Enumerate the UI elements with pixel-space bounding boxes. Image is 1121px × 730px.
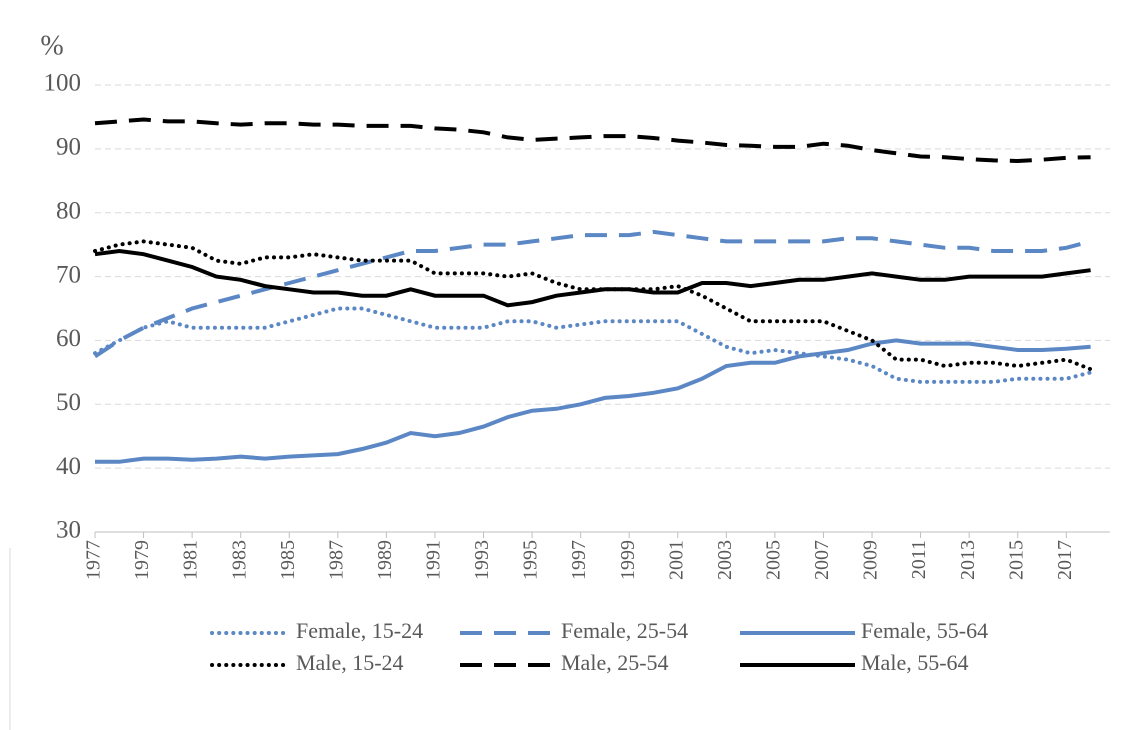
legend-label: Female, 55-64 <box>861 618 988 643</box>
x-tick-label: 1989 <box>374 540 396 580</box>
x-tick-label: 2003 <box>714 540 736 580</box>
y-tick-label: 70 <box>56 261 81 288</box>
y-tick-label: 80 <box>56 197 81 224</box>
x-tick-label: 2007 <box>811 540 833 580</box>
x-tick-label: 1999 <box>617 540 639 580</box>
x-tick-label: 1997 <box>568 540 590 580</box>
y-tick-label: 50 <box>56 389 81 416</box>
data-line <box>93 239 1093 372</box>
legend-label: Female, 15-24 <box>296 618 423 643</box>
x-tick-label: 1987 <box>325 540 347 580</box>
x-tick-label: 2009 <box>860 540 882 580</box>
x-tick-label: 1983 <box>228 540 250 580</box>
x-tick-label: 2005 <box>762 540 784 580</box>
data-line <box>93 229 1092 359</box>
data-line <box>94 117 1091 164</box>
x-tick-label: 1985 <box>277 540 299 580</box>
x-tick-label: 1995 <box>520 540 542 580</box>
x-tick-label: 1981 <box>180 540 202 580</box>
y-tick-label: 90 <box>56 134 81 161</box>
x-tick-label: 2011 <box>908 540 930 579</box>
x-tick-label: 2001 <box>665 540 687 580</box>
y-tick-label: 60 <box>56 325 81 352</box>
x-tick-label: 1991 <box>423 540 445 580</box>
data-line <box>94 248 1091 308</box>
y-tick-label: 40 <box>56 453 81 480</box>
data-line <box>95 338 1091 464</box>
x-tick-label: 2013 <box>957 540 979 580</box>
x-tick-label: 1977 <box>83 540 105 580</box>
x-tick-label: 2015 <box>1005 540 1027 580</box>
y-tick-label: 30 <box>56 517 81 544</box>
y-tick-label: 100 <box>44 70 82 97</box>
x-tick-label: 2017 <box>1054 540 1076 580</box>
x-tick-label: 1993 <box>471 540 493 580</box>
data-line <box>93 306 1093 384</box>
legend-label: Male, 25-54 <box>561 650 669 675</box>
legend-label: Female, 25-54 <box>561 618 688 643</box>
x-tick-label: 1979 <box>131 540 153 580</box>
legend-label: Male, 55-64 <box>861 650 969 675</box>
legend-label: Male, 15-24 <box>296 650 404 675</box>
y-axis-label: % <box>40 30 63 61</box>
